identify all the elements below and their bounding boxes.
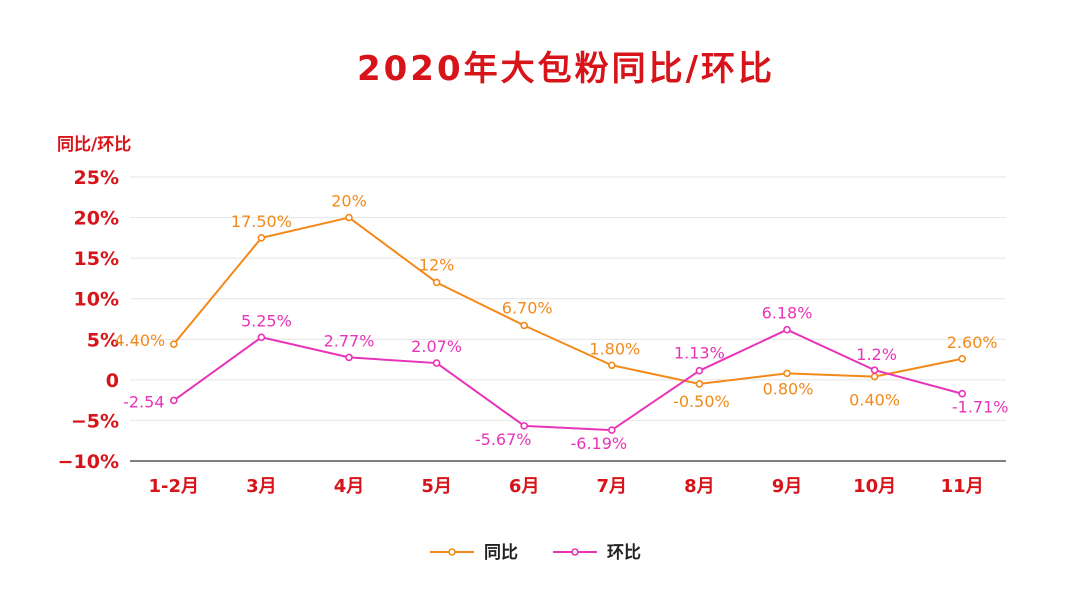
y-tick-label: 10% [74, 289, 119, 311]
data-label: 2.77% [324, 331, 375, 350]
data-point [958, 389, 967, 398]
y-tick-label: 15% [74, 248, 119, 270]
x-tick-label: 8月 [684, 476, 715, 497]
series-yoy: 4.40% 17.50% 20% 12% 6.70% 1.80% -0.50% 0.80% 0.… [114, 192, 997, 411]
data-point [870, 372, 879, 381]
legend-item: 同比 [430, 542, 518, 563]
legend-item: 环比 [553, 542, 641, 563]
data-label: 0.80% [763, 379, 814, 398]
data-label: 6.18% [762, 304, 813, 323]
x-axis-ticks: 1-2月 3月 4月 5月 6月 7月 8月 9月 10月 11月 [149, 476, 984, 497]
x-tick-label: 9月 [772, 476, 803, 497]
data-label: 0.40% [849, 391, 900, 410]
x-tick-label: 7月 [597, 476, 628, 497]
y-tick-label: 0 [106, 370, 119, 392]
x-tick-label: 11月 [941, 476, 984, 497]
x-tick-label: 10月 [853, 476, 896, 497]
data-label: 4.40% [114, 331, 165, 350]
data-point [432, 278, 441, 287]
data-point [870, 366, 879, 374]
legend-label: 环比 [607, 542, 641, 563]
data-label: -5.67% [475, 430, 532, 449]
data-point [958, 354, 967, 363]
legend: 同比 环比 [430, 542, 641, 563]
data-label: 6.70% [502, 298, 553, 317]
x-tick-label: 3月 [246, 476, 277, 497]
legend-label: 同比 [484, 542, 518, 563]
chart-title: 2020年大包粉同比/环比 [357, 49, 775, 89]
data-point [170, 340, 178, 348]
x-tick-label: 5月 [421, 476, 452, 497]
data-label: -0.50% [673, 392, 730, 411]
data-label: 20% [331, 192, 367, 211]
x-tick-label: 1-2月 [149, 476, 200, 497]
data-point [432, 359, 441, 367]
data-label: 5.25% [241, 311, 292, 330]
legend-marker [571, 548, 579, 556]
series-line [173, 328, 963, 432]
y-tick-label: −5% [71, 410, 119, 432]
data-point [345, 353, 353, 362]
x-tick-label: 4月 [334, 476, 365, 497]
data-point [695, 380, 704, 388]
y-tick-label: 5% [87, 329, 119, 351]
data-label: 1.80% [589, 339, 640, 358]
data-point [783, 369, 791, 378]
data-point [257, 333, 266, 342]
series-layer: 4.40% 17.50% 20% 12% 6.70% 1.80% -0.50% 0.80% 0.… [114, 192, 1008, 454]
y-tick-label: −10% [58, 451, 119, 473]
data-point [607, 426, 616, 434]
data-label: 2.60% [947, 333, 998, 352]
data-label: -2.54 [123, 392, 164, 411]
data-point [695, 366, 704, 375]
series-mom: -2.54 5.25% 2.77% 2.07% -5.67% -6.19% 1.13% 6.1… [123, 304, 1008, 453]
y-axis-title: 同比/环比 [57, 134, 131, 155]
gridlines [130, 176, 1006, 462]
data-point [520, 422, 529, 430]
data-label: -1.71% [952, 398, 1009, 417]
data-point [170, 396, 178, 405]
data-label: 1.2% [856, 345, 897, 364]
data-point [257, 234, 266, 242]
y-axis-ticks: 25% 20% 15% 10% 5% 0 −5% −10% [58, 167, 119, 473]
x-tick-label: 6月 [509, 476, 540, 497]
data-point [520, 321, 529, 330]
y-tick-label: 20% [74, 208, 119, 230]
series-line [173, 216, 963, 385]
legend-marker [448, 548, 456, 556]
data-label: -6.19% [570, 434, 627, 453]
y-tick-label: 25% [74, 167, 119, 189]
data-label: 12% [419, 255, 455, 274]
data-point [345, 213, 353, 222]
data-label: 1.13% [674, 344, 725, 363]
data-point [607, 361, 616, 370]
data-point [783, 325, 791, 334]
data-label: 17.50% [231, 212, 292, 231]
data-label: 2.07% [411, 337, 462, 356]
